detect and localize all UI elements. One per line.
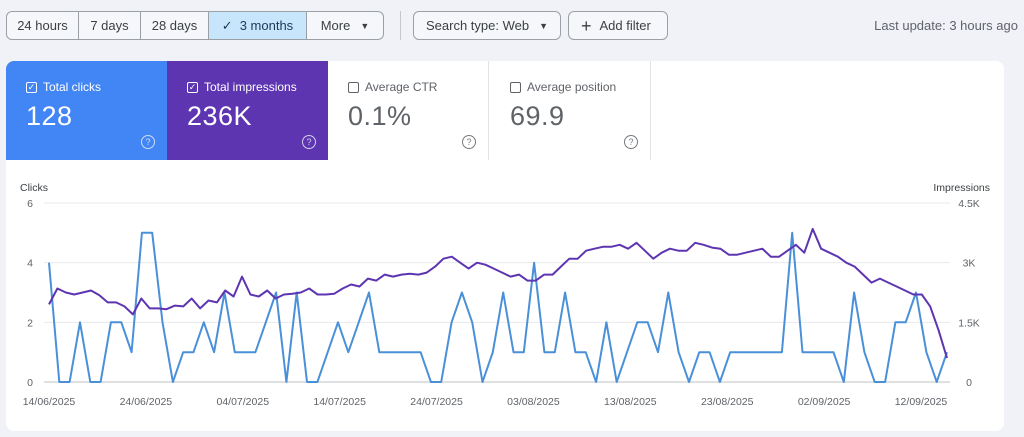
- help-icon[interactable]: ?: [302, 135, 316, 149]
- left-axis-tick-label: 6: [27, 198, 33, 210]
- x-axis-tick-label: 24/07/2025: [410, 396, 463, 408]
- metric-card-header: Average position: [510, 80, 650, 94]
- x-axis-tick-label: 14/06/2025: [23, 396, 76, 408]
- more-dropdown[interactable]: More ▼: [307, 12, 383, 39]
- range-28-days-button[interactable]: 28 days: [141, 12, 209, 39]
- metric-value: 236K: [187, 101, 253, 131]
- metric-card-header: ✓ Total clicks: [26, 80, 167, 94]
- help-icon[interactable]: ?: [462, 135, 476, 149]
- metric-card-header: Average CTR: [348, 80, 488, 94]
- search-type-label: Search type: Web: [426, 18, 530, 33]
- right-axis-title: Impressions: [933, 182, 990, 194]
- metric-card-average-position[interactable]: Average position 69.9 ?: [490, 61, 651, 160]
- range-24-hours-button[interactable]: 24 hours: [7, 12, 79, 39]
- metric-card-average-ctr[interactable]: Average CTR 0.1% ?: [328, 61, 489, 160]
- series-line-clicks: [48, 231, 948, 383]
- right-axis-tick-label: 4.5K: [958, 198, 980, 210]
- toolbar-divider: [400, 11, 401, 40]
- metric-card-total-clicks[interactable]: ✓ Total clicks 128 ?: [6, 61, 167, 160]
- x-axis-tick-label: 24/06/2025: [120, 396, 173, 408]
- metric-card-total-impressions[interactable]: ✓ Total impressions 236K ?: [167, 61, 328, 160]
- metric-label: Average position: [527, 80, 617, 94]
- more-label: More: [320, 18, 351, 33]
- left-axis-title: Clicks: [20, 182, 48, 194]
- range-3-months-label: 3 months: [239, 18, 294, 33]
- date-range-selector: 24 hours 7 days 28 days ✓ 3 months More …: [6, 11, 384, 40]
- x-axis-tick-label: 13/08/2025: [604, 396, 657, 408]
- range-7-days-button[interactable]: 7 days: [79, 12, 141, 39]
- caret-down-icon: ▼: [360, 20, 370, 31]
- x-axis-tick-label: 03/08/2025: [507, 396, 560, 408]
- x-axis-tick-label: 12/09/2025: [895, 396, 948, 408]
- range-3-months-button[interactable]: ✓ 3 months: [209, 12, 307, 39]
- right-axis-tick-label: 1.5K: [958, 317, 980, 329]
- checkbox-unchecked-icon[interactable]: [348, 81, 359, 93]
- help-icon[interactable]: ?: [141, 135, 155, 149]
- metric-value: 0.1%: [348, 101, 412, 131]
- metric-label: Average CTR: [365, 80, 438, 94]
- check-icon: ✓: [221, 17, 233, 33]
- search-type-dropdown[interactable]: Search type: Web ▼: [413, 11, 561, 40]
- metric-label: Total impressions: [204, 80, 297, 94]
- metric-label: Total clicks: [43, 80, 102, 94]
- x-axis-tick-label: 23/08/2025: [701, 396, 754, 408]
- right-axis-tick-label: 0: [966, 377, 972, 389]
- x-axis-tick-label: 04/07/2025: [216, 396, 269, 408]
- left-axis-tick-label: 0: [27, 377, 33, 389]
- add-filter-button[interactable]: + Add filter: [568, 11, 668, 40]
- x-axis-tick-label: 02/09/2025: [798, 396, 851, 408]
- performance-panel: ✓ Total clicks 128 ? ✓ Total impressions…: [6, 61, 1004, 431]
- left-axis-tick-label: 2: [27, 317, 33, 329]
- last-update-text: Last update: 3 hours ago: [874, 18, 1018, 33]
- checkbox-unchecked-icon[interactable]: [510, 81, 521, 93]
- add-filter-label: Add filter: [599, 18, 651, 33]
- toolbar: 24 hours 7 days 28 days ✓ 3 months More …: [0, 0, 1024, 52]
- x-axis-tick-label: 14/07/2025: [313, 396, 366, 408]
- performance-chart[interactable]: 0 2 4 6 0 1.5K 3K 4.5K Clicks Impressions 14/06/20…: [6, 61, 1004, 431]
- caret-down-icon: ▼: [539, 20, 549, 31]
- plus-icon: +: [581, 15, 592, 36]
- metric-card-header: ✓ Total impressions: [187, 80, 328, 94]
- right-axis-tick-label: 3K: [963, 258, 976, 270]
- metric-value: 69.9: [510, 101, 565, 131]
- checkbox-checked-icon[interactable]: ✓: [187, 81, 198, 93]
- series-line-impressions: [48, 227, 948, 359]
- checkbox-checked-icon[interactable]: ✓: [26, 81, 37, 93]
- help-icon[interactable]: ?: [624, 135, 638, 149]
- left-axis-tick-label: 4: [27, 258, 33, 270]
- metric-value: 128: [26, 101, 73, 131]
